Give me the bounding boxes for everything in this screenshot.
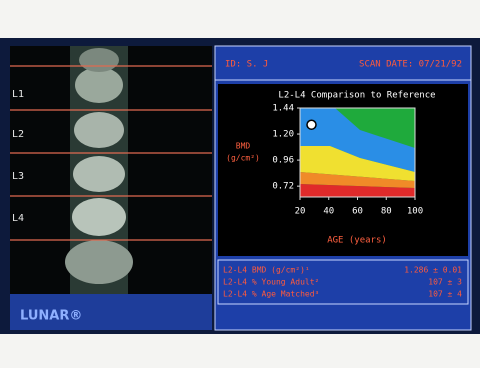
result-value: 107 ± 4 <box>428 290 462 299</box>
vertebra-label: L1 <box>12 89 24 100</box>
result-label: L2-L4 % Age Matched³ <box>223 290 319 299</box>
x-tick-label: 40 <box>323 207 334 217</box>
patient-point <box>307 120 316 129</box>
scan-date: SCAN DATE: 07/21/92 <box>359 60 462 70</box>
y-axis-label: BMD <box>236 142 251 151</box>
y-tick-label: 1.44 <box>272 104 294 114</box>
x-tick-label: 20 <box>295 207 306 217</box>
vertebra-label: L2 <box>12 129 24 140</box>
chart-title: L2-L4 Comparison to Reference <box>278 91 435 101</box>
page: L1 L2 L3 L4 LUNAR® ID: S. J SCAN DATE: 0… <box>0 0 480 364</box>
patient-id: ID: S. J <box>225 60 268 70</box>
y-tick-label: 0.72 <box>272 182 294 192</box>
brand: LUNAR® <box>20 309 82 324</box>
vertebra-label: L3 <box>12 171 24 182</box>
x-axis-label: AGE (years) <box>327 236 387 246</box>
result-value: 1.286 ± 0.01 <box>404 266 462 275</box>
result-label: L2-L4 BMD (g/cm²)¹ <box>223 266 310 275</box>
spine <box>65 46 133 294</box>
result-label: L2-L4 % Young Adult² <box>223 278 319 287</box>
y-tick-label: 0.96 <box>272 156 294 166</box>
reference-bands <box>300 108 415 197</box>
y-axis-label: (g/cm²) <box>226 154 260 163</box>
vertebra-label: L4 <box>12 213 24 224</box>
screen: L1 L2 L3 L4 LUNAR® ID: S. J SCAN DATE: 0… <box>0 0 480 364</box>
y-tick-label: 1.20 <box>272 130 294 140</box>
result-value: 107 ± 3 <box>428 278 462 287</box>
x-tick-label: 60 <box>352 207 363 217</box>
x-tick-label: 100 <box>407 207 423 217</box>
x-tick-label: 80 <box>381 207 392 217</box>
